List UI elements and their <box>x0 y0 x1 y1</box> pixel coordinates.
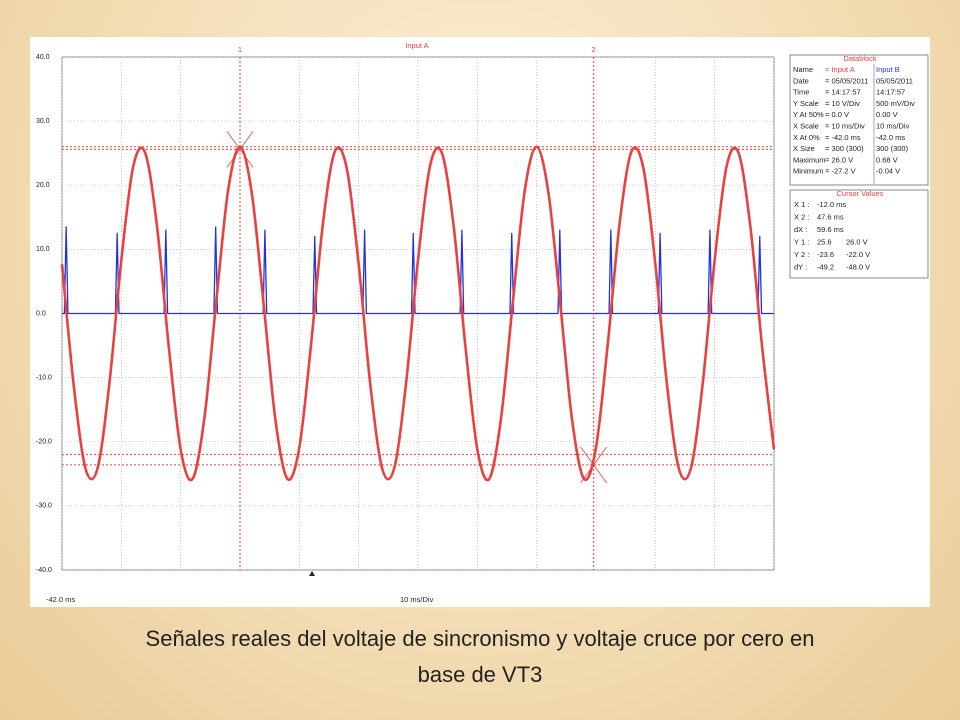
y-tick-label: 40.0 <box>36 54 50 61</box>
y-tick-label: -40.0 <box>36 567 52 574</box>
datablock-cell: Date <box>793 76 809 85</box>
datablock-cell: 500 mV/Div <box>876 99 915 108</box>
cursor-cell: Y 1 : <box>794 237 809 246</box>
datablock-cell: = 10 V/Div <box>825 99 860 108</box>
y-tick-label: 0.0 <box>36 310 46 317</box>
datablock-cell: Y Scale <box>793 99 819 108</box>
datablock-cell: = Input A <box>825 65 855 74</box>
datablock-cell: Minimum <box>793 167 823 176</box>
datablock-cell: = -27.2 V <box>825 167 856 176</box>
datablock-cell: X Size <box>793 144 815 153</box>
cursor-cell: -48.0 V <box>846 262 870 271</box>
datablock-cell: = 10 ms/Div <box>825 121 865 130</box>
datablock-cell: 10 ms/Div <box>876 121 910 130</box>
cursor-cell: -49.2 <box>817 262 834 271</box>
datablock-cell: -0.04 V <box>876 167 900 176</box>
datablock-cell: 05/05/2011 <box>876 76 913 85</box>
datablock-cell: = 05/05/2011 <box>825 76 868 85</box>
datablock-cell: X Scale <box>793 121 819 130</box>
x-scale-label: 10 ms/Div <box>400 595 434 604</box>
y-tick-label: -30.0 <box>36 503 52 510</box>
screenshot <box>30 37 930 607</box>
cursor-cell: 26.0 V <box>846 237 868 246</box>
cursor-cross <box>226 131 254 168</box>
cursor-title: Cursor Values <box>837 189 884 198</box>
datablock-cell: Maximum <box>793 155 826 164</box>
datablock-title: Datablock <box>843 54 877 63</box>
datablock-cell: = 14:17:57 <box>825 88 861 97</box>
y-tick-label: 20.0 <box>36 182 50 189</box>
cursor-cell: -12.0 ms <box>817 200 846 209</box>
datablock-cell: Name <box>793 65 813 74</box>
plot-title: Input A <box>405 41 428 50</box>
cursor-label: 1 <box>238 45 242 54</box>
cursor-cell: X 2 : <box>794 212 809 221</box>
x-start-label: -42.0 ms <box>46 595 75 604</box>
datablock-cell: = 26.0 V <box>825 155 853 164</box>
trace <box>60 145 776 482</box>
cursor-cell: 25.6 <box>817 237 832 246</box>
datablock-cell: 14:17:57 <box>876 88 905 97</box>
cursor-cell: 59.6 ms <box>817 225 844 234</box>
cursor-cell: -23.6 <box>817 250 834 259</box>
cursor-label: 2 <box>592 45 596 54</box>
datablock-cell: = -42.0 ms <box>825 133 861 142</box>
y-tick-label: -10.0 <box>36 374 52 381</box>
datablock-cell: -42.0 ms <box>876 133 905 142</box>
cursor-panel <box>789 189 929 279</box>
cursor-cell: X 1 : <box>794 200 809 209</box>
y-tick-label: -20.0 <box>36 439 52 446</box>
cursor-cell: dX : <box>794 225 807 234</box>
cursor-cell: Y 2 : <box>794 250 809 259</box>
datablock-cell: Y At 50% <box>793 110 824 119</box>
y-tick-label: 30.0 <box>36 118 50 125</box>
datablock-cell: Input B <box>876 65 900 74</box>
datablock-cell: = 300 (300) <box>825 144 864 153</box>
datablock-cell: X At 0% <box>793 133 820 142</box>
cursor-cell: -22.0 V <box>846 250 870 259</box>
datablock-cell: 300 (300) <box>876 144 909 153</box>
y-tick-label: 10.0 <box>36 246 50 253</box>
cursor-cell: 47.6 ms <box>817 212 844 221</box>
datablock-panel <box>789 54 929 186</box>
cursor-cross <box>580 446 607 484</box>
datablock-cell: 0.68 V <box>876 155 898 164</box>
trace <box>62 226 774 315</box>
datablock-cell: = 0.0 V <box>825 110 849 119</box>
caption-line: base de VT3 <box>418 662 543 687</box>
datablock-cell: Time <box>793 88 809 97</box>
cursor-cell: dY : <box>794 262 807 271</box>
datablock-cell: 0.00 V <box>876 110 898 119</box>
caption-line: Señales reales del voltaje de sincronism… <box>146 626 815 651</box>
trigger-marker <box>309 571 315 576</box>
